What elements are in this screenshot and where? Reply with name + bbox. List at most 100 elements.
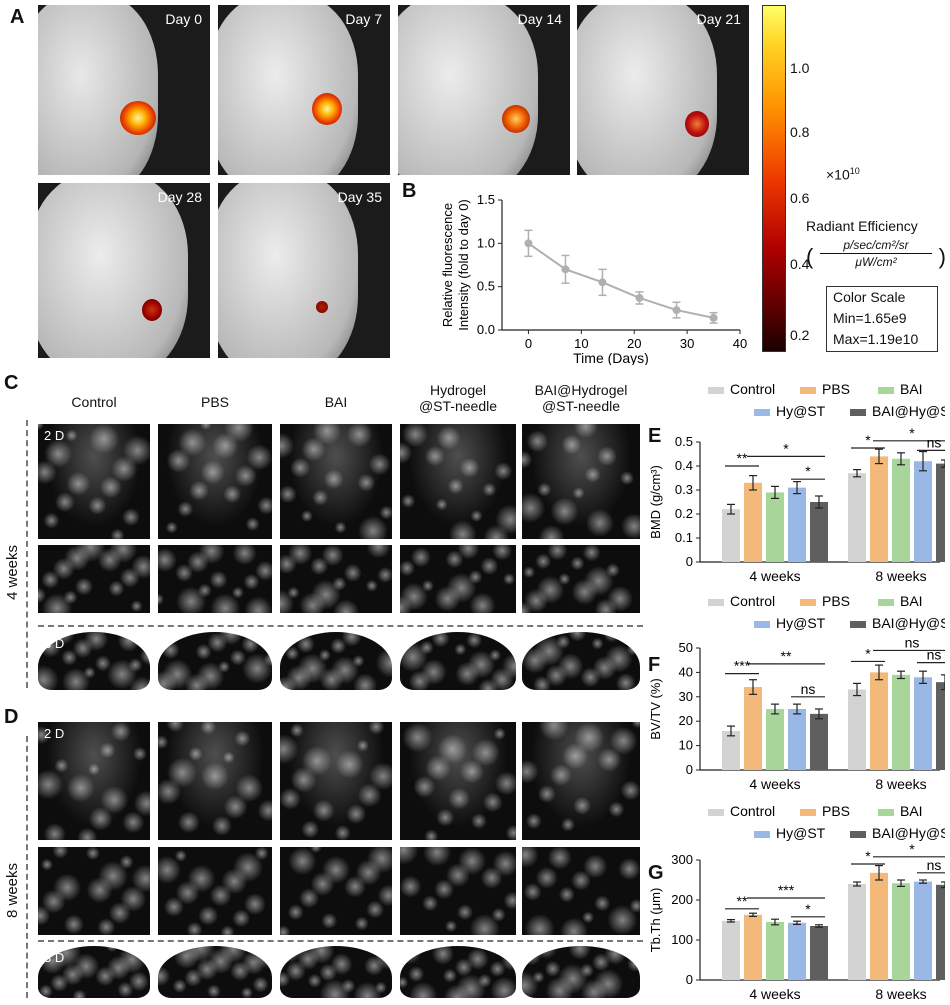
x-tick-label: 8 weeks [875,776,926,792]
chart-f: Control PBS BAI Hy@ST BAI@Hy@ST 0 10 20 30 40 50 BV… [648,593,945,792]
mouse-image-day14: Day 14 [398,5,570,175]
y-tick-label: 0.4 [675,458,693,473]
data-point [709,313,718,322]
legend-swatch [800,809,816,816]
x-tick-label: 4 weeks [749,568,800,584]
day-label: Day 0 [165,11,202,27]
significance-label: * [865,848,871,864]
y-tick-label: 1.0 [477,235,495,250]
data-point [672,306,681,315]
bar [766,492,784,562]
bar [788,709,806,770]
bar [810,713,828,770]
significance-label: ns [927,434,942,450]
legend-swatch [708,809,724,816]
bar [788,487,806,562]
bar [722,730,740,770]
divider [38,940,643,942]
view-tag-3d: 3 D [44,950,65,965]
y-tick-label: 0.3 [675,482,693,497]
y-tick-label: 0 [686,762,693,777]
legend-swatch [754,831,770,838]
legend-swatch [878,387,894,394]
x-tick-label: 10 [574,336,588,351]
ct-2d-image [158,722,272,840]
y-tick-label: 10 [679,738,693,753]
bar [892,883,910,980]
ct-2d-image [38,847,150,935]
x-axis-label: Time (Days) [573,350,649,365]
y-tick-label: 0.0 [477,322,495,337]
bar [766,922,784,980]
group-label: Control [34,394,154,410]
x-tick-label: 20 [627,336,641,351]
series-line [527,242,714,319]
divider [26,420,28,688]
legend-label: Hy@ST [776,825,826,841]
colorbar-exponent: ×1010 [826,166,860,183]
significance-label: * [805,463,811,479]
view-tag-2d: 2 D [44,428,65,443]
bar [810,926,828,980]
y-axis-label: BMD (g/cm³) [648,465,663,539]
x-tick-label: 8 weeks [875,986,926,1002]
significance-label: ns [927,857,942,873]
y-tick-label: 0 [686,972,693,987]
view-tag-3d: 3 D [44,636,65,651]
bar [744,914,762,980]
mouse-image-day7: Day 7 [218,5,390,175]
group-label-line: BAI [324,394,348,410]
legend-label: BAI [900,803,923,819]
significance-label: * [865,432,871,448]
bar [870,672,888,770]
x-tick-label: 30 [680,336,694,351]
significance-label: ns [927,647,942,663]
legend-label: Control [730,381,775,397]
ct-3d-image [158,946,272,998]
panel-label-f: F [648,654,661,676]
bar [722,920,740,980]
x-tick-label: 4 weeks [749,986,800,1002]
colorbar-unit: ( p/sec/cm²/sr μW/cm² ) [806,238,946,269]
colorbar-tick: 0.6 [790,190,810,206]
legend-swatch [878,809,894,816]
ct-2d-image [38,545,150,613]
color-scale-min: Min=1.65e9 [833,310,907,326]
significance-label: ns [905,634,920,650]
bar [936,463,945,562]
group-label-line: PBS [200,394,229,410]
ct-3d-image: 3 D [38,632,150,690]
bar [892,674,910,770]
ct-2d-image [158,424,272,539]
significance-label: * [783,440,789,456]
ct-2d-image [400,424,516,539]
bar [914,881,932,980]
divider [38,625,643,627]
group-label: PBS [155,394,275,410]
ct-2d-image [522,545,640,613]
ct-3d-image [280,632,392,690]
significance-label: ** [781,648,792,664]
row-label-4weeks: 4 weeks [4,544,21,600]
legend-swatch [800,387,816,394]
significance-label: * [909,841,915,857]
ct-2d-image [522,847,640,935]
group-label: BAI@Hydrogel @ST-needle [521,382,641,414]
group-label-line: Control [71,394,117,410]
data-point [598,278,607,287]
legend-label: BAI@Hy@ST [872,403,945,419]
y-tick-label: 20 [679,713,693,728]
legend-label: BAI [900,593,923,609]
bar [788,922,806,980]
data-point [635,293,644,302]
significance-label: ** [737,893,748,909]
colorbar-tick: 1.0 [790,60,810,76]
x-tick-label: 40 [733,336,747,351]
chart-b: 0 10 20 30 40 0.0 0.5 1.0 1.5 Time (Days) Relative… [440,192,747,365]
significance-label: * [909,425,915,441]
legend-label: Control [730,593,775,609]
colorbar-tick: 0.4 [790,256,810,272]
bar [766,709,784,770]
data-point [561,265,570,274]
significance-label: * [865,645,871,661]
